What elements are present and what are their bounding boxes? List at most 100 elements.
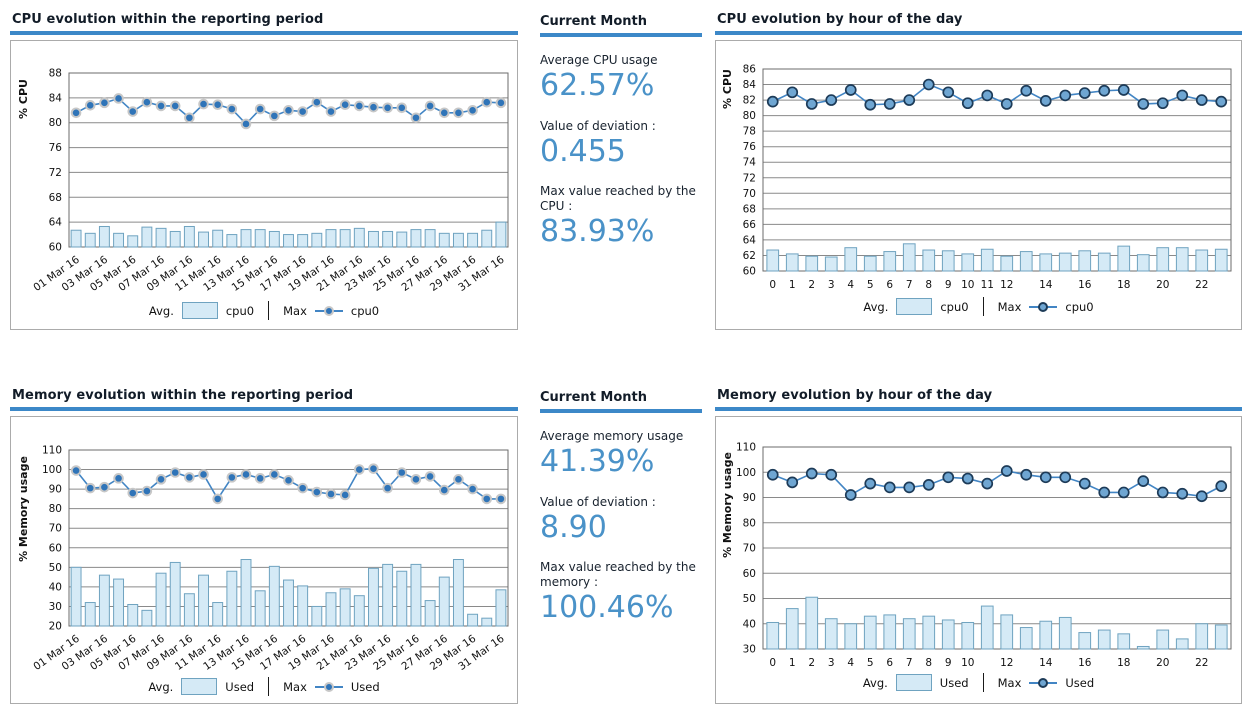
legend-max-marker-icon <box>1029 301 1058 313</box>
legend-max-marker-icon <box>314 681 343 693</box>
max-line <box>772 83 1222 106</box>
y-tick-label: 60 <box>743 568 756 580</box>
max-marker <box>368 101 379 113</box>
avg-bar <box>183 593 195 627</box>
y-tick-label: 40 <box>743 618 756 630</box>
y-tick-label: 40 <box>49 581 62 593</box>
cpu-deviation-label: Value of deviation : <box>540 118 656 133</box>
x-tick-label: 3 <box>828 657 835 669</box>
legend-max-label: Max <box>997 675 1022 690</box>
max-marker <box>1156 97 1169 110</box>
avg-bar <box>254 590 266 627</box>
max-marker <box>212 99 223 110</box>
max-marker <box>786 86 799 99</box>
legend-avg-series: Used <box>939 675 969 690</box>
x-tick-label: 20 <box>1156 657 1169 669</box>
y-tick-label: 30 <box>49 601 62 613</box>
max-marker <box>495 493 507 505</box>
max-marker <box>1059 89 1072 102</box>
max-marker <box>354 100 365 112</box>
y-tick-label: 66 <box>743 219 757 231</box>
avg-bar <box>311 232 323 248</box>
avg-bar <box>410 563 422 627</box>
avg-bar <box>961 621 975 650</box>
cpu-daily-legend: Avg. cpu0 Max cpu0 <box>149 301 379 320</box>
avg-bar <box>844 623 858 650</box>
chart-title-cpu-daily: CPU evolution within the reporting perio… <box>10 10 518 35</box>
max-marker <box>883 481 896 494</box>
avg-bar <box>70 229 82 248</box>
max-marker <box>311 96 323 108</box>
avg-bar <box>1019 251 1033 272</box>
chart-title-cpu-hourly: CPU evolution by hour of the day <box>715 10 1242 35</box>
avg-bar <box>863 615 877 650</box>
y-tick-label: 60 <box>743 266 756 278</box>
chart-title-memory-daily: Memory evolution within the reporting pe… <box>10 386 518 411</box>
y-tick-label: 72 <box>49 167 62 179</box>
y-axis-label: % Memory usage <box>17 456 30 562</box>
x-tick-label: 18 <box>1117 657 1130 669</box>
max-marker <box>240 118 252 130</box>
x-tick-label: 0 <box>769 279 776 291</box>
max-marker <box>184 472 195 483</box>
legend-max-series: Used <box>1065 675 1095 690</box>
cpu-hourly-block: CPU evolution by hour of the day 60 62 64 6… <box>715 10 1242 330</box>
avg-bar <box>1039 620 1053 650</box>
legend-max-label: Max <box>997 299 1022 314</box>
max-marker <box>844 84 857 96</box>
avg-bar <box>1175 247 1189 272</box>
max-marker <box>297 106 308 117</box>
avg-bar <box>311 605 323 627</box>
max-line <box>772 470 1222 498</box>
legend-avg-label: Avg. <box>862 675 888 690</box>
max-marker <box>438 107 450 119</box>
y-tick-label: 76 <box>49 142 63 154</box>
x-tick-label: 1 <box>789 657 796 669</box>
x-tick-label: 5 <box>867 279 874 291</box>
avg-bar <box>805 255 819 272</box>
y-tick-label: 90 <box>743 492 756 504</box>
avg-bar <box>98 225 110 248</box>
avg-bar <box>1117 633 1131 650</box>
avg-bar <box>902 618 916 650</box>
avg-bar <box>1078 632 1092 650</box>
y-tick-label: 74 <box>743 157 757 169</box>
avg-bar <box>127 603 139 627</box>
max-marker <box>169 467 181 478</box>
max-marker <box>825 94 838 106</box>
max-marker <box>1078 87 1091 99</box>
avg-bar <box>424 229 436 248</box>
max-marker <box>396 467 408 478</box>
max-marker <box>410 112 422 124</box>
legend-separator <box>268 301 270 320</box>
avg-bar <box>766 249 780 272</box>
max-marker <box>283 104 294 116</box>
x-tick-label: 12 <box>1000 279 1013 291</box>
max-marker <box>903 94 916 106</box>
max-marker <box>269 469 280 480</box>
x-tick-label: 2 <box>808 279 815 291</box>
avg-bar <box>268 230 280 248</box>
avg-bar <box>844 247 858 272</box>
max-marker <box>169 100 181 112</box>
x-tick-label: 7 <box>906 657 913 669</box>
legend-avg-label: Avg. <box>863 299 889 314</box>
x-tick-label: 16 <box>1078 279 1092 291</box>
y-tick-label: 62 <box>743 250 756 262</box>
avg-bar <box>141 226 153 248</box>
avg-bar <box>212 229 224 248</box>
legend-avg-swatch <box>895 674 932 691</box>
memory-stats-title: Current Month <box>540 388 702 413</box>
avg-bar <box>297 234 309 248</box>
max-marker <box>453 474 464 485</box>
max-marker <box>254 473 266 484</box>
max-marker <box>155 474 167 485</box>
max-marker <box>1078 477 1091 490</box>
max-marker <box>467 104 478 116</box>
avg-bar <box>84 232 96 248</box>
legend-max-label: Max <box>283 303 307 318</box>
max-marker <box>155 100 167 112</box>
memory-hourly-legend: Avg. Used Max Used <box>863 673 1094 692</box>
max-marker <box>903 481 916 494</box>
